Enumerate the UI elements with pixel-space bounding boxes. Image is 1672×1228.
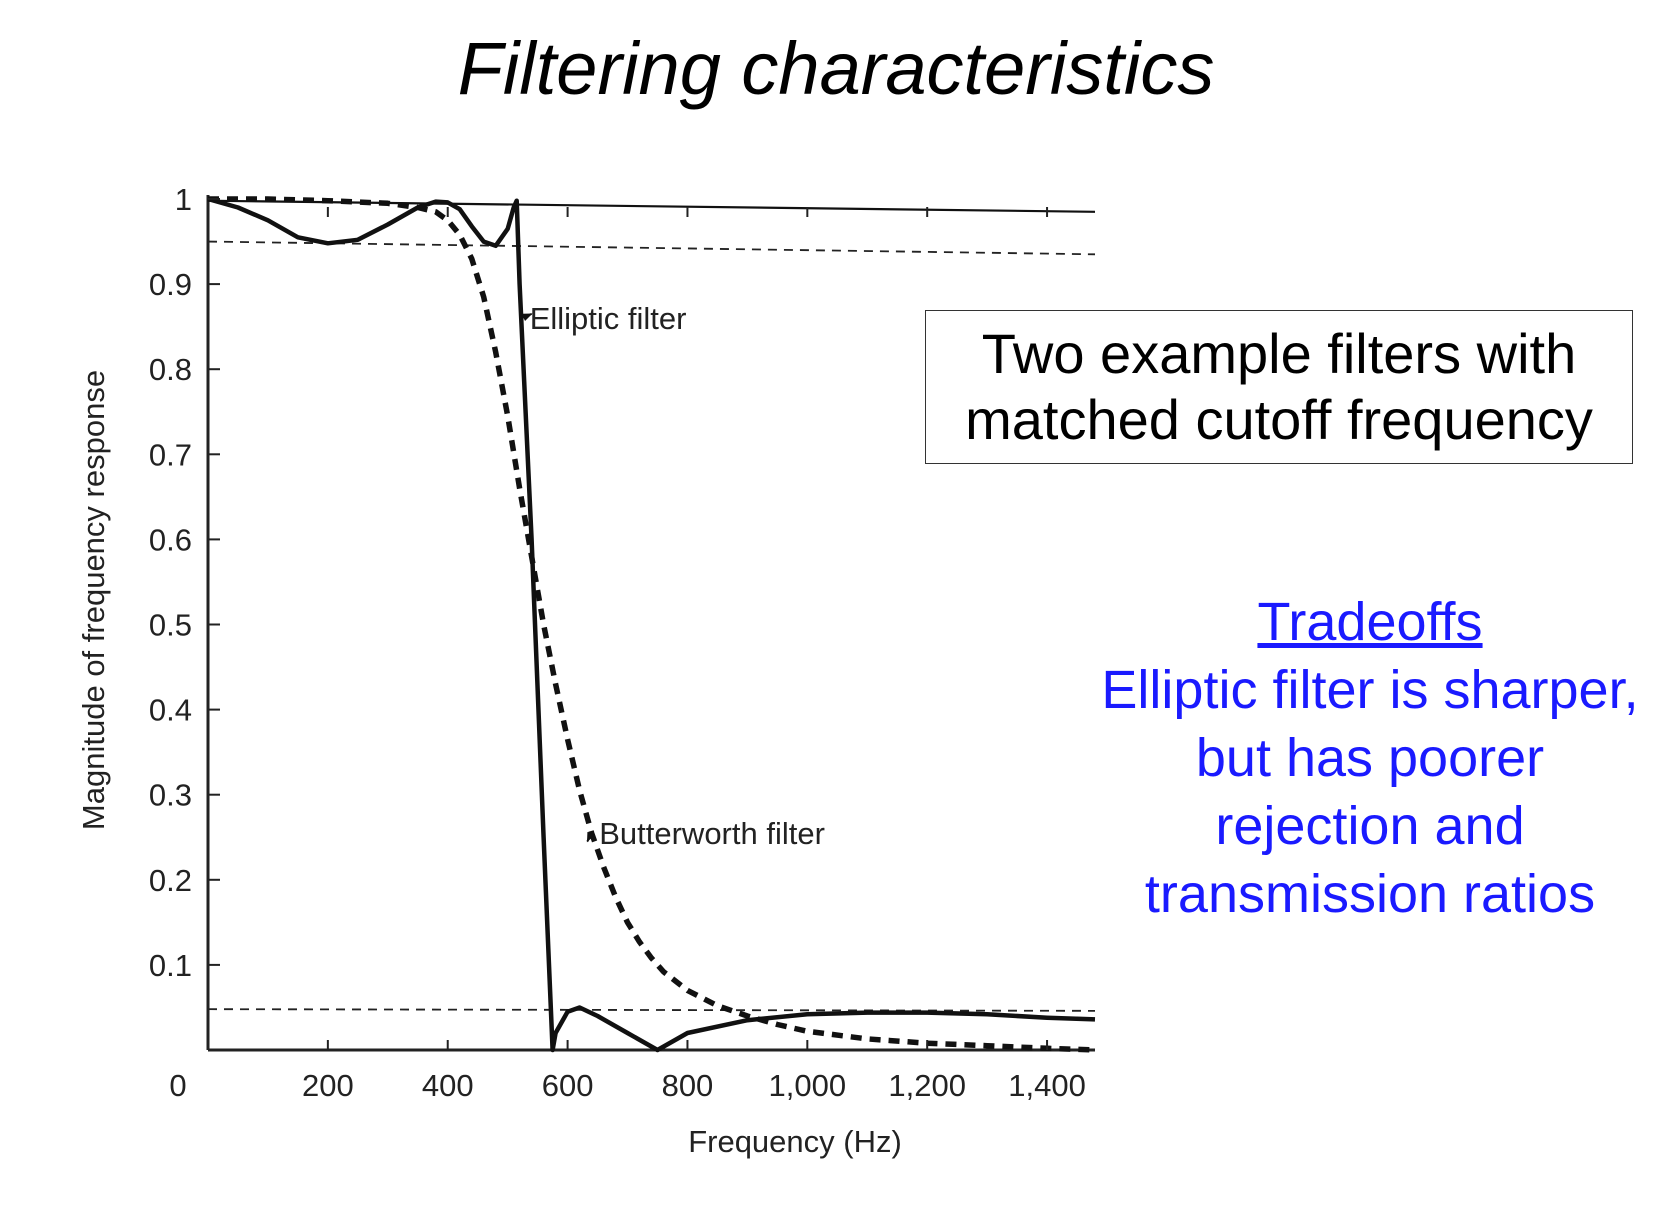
tradeoffs-text: Tradeoffs Elliptic filter is sharper, bu… bbox=[1070, 588, 1670, 928]
y-tick-label: 0.1 bbox=[149, 948, 192, 983]
info-box-line-2: matched cutoff frequency bbox=[965, 388, 1593, 451]
y-tick-label: 1 bbox=[175, 182, 192, 217]
chart-annotations: Elliptic filter Butterworth filter bbox=[521, 301, 825, 851]
x-tick-label: 1,000 bbox=[769, 1068, 847, 1103]
reference-line bbox=[207, 1008, 1096, 1012]
x-tick-label: 1,400 bbox=[1008, 1068, 1086, 1103]
y-tick-label: 0.4 bbox=[149, 693, 192, 728]
y-tick-label: 0.2 bbox=[149, 863, 192, 898]
annotation-label: Elliptic filter bbox=[530, 301, 687, 336]
chart-series bbox=[207, 196, 1096, 1053]
chart-reference-lines bbox=[207, 240, 1096, 1012]
annotation-arrow bbox=[521, 312, 533, 322]
y-tick-label: 0.3 bbox=[149, 778, 192, 813]
x-axis-label: Frequency (Hz) bbox=[688, 1124, 902, 1159]
tradeoffs-line-4: transmission ratios bbox=[1144, 864, 1596, 924]
chart-ticks: 0 200 400 600 800 1,000 1,200 1,400 0.1 0.2 0.3 0.4… bbox=[149, 182, 1086, 1103]
butterworth-filter-line bbox=[208, 196, 1096, 1053]
x-tick-label: 400 bbox=[422, 1068, 474, 1103]
tradeoffs-heading: Tradeoffs bbox=[1257, 592, 1483, 652]
x-tick-label: 800 bbox=[662, 1068, 714, 1103]
tradeoffs-line-3: rejection and bbox=[1215, 796, 1525, 856]
y-tick-label: 0.5 bbox=[149, 608, 192, 643]
x-tick-label: 1,200 bbox=[888, 1068, 966, 1103]
y-axis-label: Magnitude of frequency response bbox=[76, 370, 111, 830]
x-tick-label: 0 bbox=[169, 1068, 186, 1103]
passband-envelope-line bbox=[207, 199, 1096, 213]
tradeoffs-line-2: but has poorer bbox=[1195, 728, 1545, 788]
annotation-label: Butterworth filter bbox=[599, 816, 825, 851]
reference-line bbox=[207, 240, 1096, 256]
y-tick-label: 0.6 bbox=[149, 522, 192, 557]
y-tick-label: 0.9 bbox=[149, 267, 192, 302]
info-box: Two example filters with matched cutoff … bbox=[925, 310, 1633, 464]
info-box-line-1: Two example filters with bbox=[981, 322, 1577, 385]
y-tick-label: 0.8 bbox=[149, 352, 192, 387]
chart-axes bbox=[206, 195, 1095, 1052]
x-tick-label: 200 bbox=[302, 1068, 354, 1103]
elliptic-filter-line bbox=[207, 196, 1096, 1053]
annotation-arrow bbox=[586, 831, 595, 843]
x-tick-label: 600 bbox=[542, 1068, 594, 1103]
slide-title: Filtering characteristics bbox=[457, 27, 1215, 110]
tradeoffs-line-1: Elliptic filter is sharper, bbox=[1101, 660, 1639, 720]
y-tick-label: 0.7 bbox=[149, 437, 192, 472]
